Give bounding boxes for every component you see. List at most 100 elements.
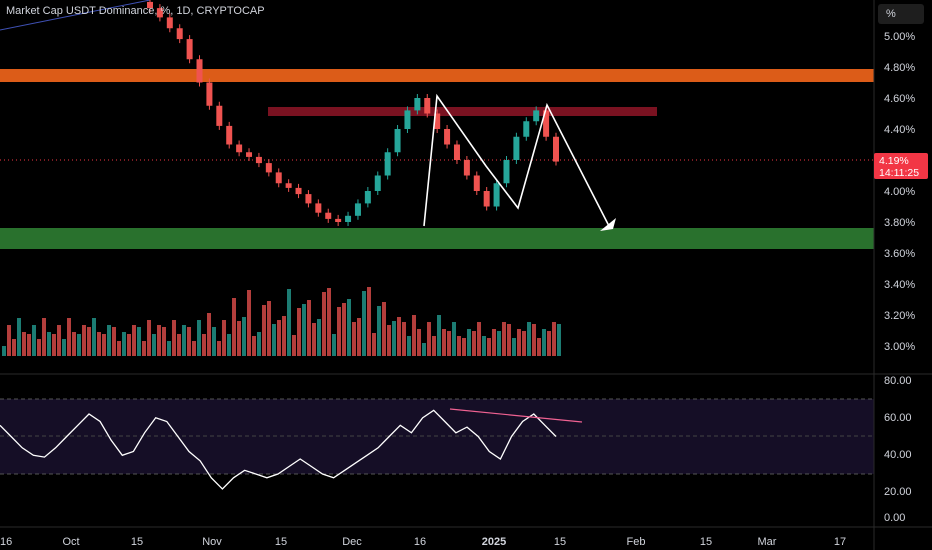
volume-bar [517, 329, 521, 356]
price-tick-label: 3.80% [884, 217, 915, 229]
candle-body [473, 175, 480, 191]
volume-bar [112, 327, 116, 356]
volume-bar [72, 332, 76, 356]
candle-body [394, 129, 401, 153]
candle-body [196, 59, 203, 83]
candle-body [226, 125, 233, 145]
candle-body [434, 113, 441, 129]
volume-bar [537, 338, 541, 356]
rsi-tick-label: 60.00 [884, 412, 912, 424]
candle-body [374, 175, 381, 191]
time-axis[interactable]: 16 Oct 15 Nov 15 Dec 16 2025 15 Feb 15 Mar 17 [0, 536, 846, 548]
volume-bar [12, 339, 16, 356]
volume-bar [217, 341, 221, 356]
support-zone [0, 228, 874, 249]
volume-bar [407, 336, 411, 356]
candle-body [265, 163, 272, 173]
candle-body [275, 172, 282, 184]
price-tick-label: 4.40% [884, 124, 915, 136]
volume-bar [387, 325, 391, 356]
volume-bar [367, 287, 371, 356]
time-tick-label: 15 [275, 536, 287, 548]
chart-title: Market Cap USDT Dominance, %, 1D, CRYPTO… [6, 5, 265, 17]
volume-bar [7, 325, 11, 356]
rsi-tick-label: 20.00 [884, 486, 912, 498]
volume-bar [427, 322, 431, 356]
volume-bar [67, 318, 71, 356]
price-axis[interactable]: 5.00%4.80%4.60%4.40%4.20%4.00%3.80%3.60%… [884, 31, 915, 353]
volume-bar [397, 317, 401, 356]
volume-bar [302, 304, 306, 356]
volume-bar [142, 341, 146, 356]
rsi-tick-label: 80.00 [884, 375, 912, 387]
volume-bar [62, 339, 66, 356]
time-tick-label: 16 [0, 536, 12, 548]
volume-bar [372, 333, 376, 356]
candle-body [236, 144, 243, 153]
price-tick-label: 3.20% [884, 310, 915, 322]
volume-bar [127, 334, 131, 356]
volume-bar [167, 341, 171, 356]
time-tick-label: Dec [342, 536, 362, 548]
candle-body [354, 203, 361, 216]
candle-body [295, 187, 302, 195]
volume-bar [172, 320, 176, 356]
volume-bar [307, 300, 311, 356]
volume-bar [102, 334, 106, 356]
volume-bar [412, 315, 416, 356]
volume-bar [487, 338, 491, 356]
candle-body [453, 144, 460, 160]
candle-body [493, 183, 500, 207]
volume-bar [267, 301, 271, 356]
candle-body [404, 110, 411, 129]
volume-bar [542, 329, 546, 356]
time-tick-label: Feb [627, 536, 646, 548]
last-price-badge: 4.19% 14:11:25 [874, 153, 928, 179]
candle-body [345, 215, 352, 222]
volume-bar [557, 324, 561, 356]
volume-bar [87, 327, 91, 356]
candle-body [384, 152, 391, 176]
volume-bar [512, 338, 516, 356]
volume-bar [97, 332, 101, 356]
volume-bar [2, 346, 6, 356]
volume-bar [192, 341, 196, 356]
trend-line [0, 0, 151, 31]
volume-bar [287, 289, 291, 356]
volume-bar [182, 325, 186, 356]
time-tick-label: 16 [414, 536, 426, 548]
candle-body [543, 110, 550, 137]
volume-bar [382, 302, 386, 356]
volume-bar [242, 317, 246, 356]
volume-bar [152, 334, 156, 356]
price-tick-label: 3.40% [884, 279, 915, 291]
candle-body [424, 98, 431, 114]
pattern-drawing[interactable] [423, 93, 611, 229]
volume-bar [497, 331, 501, 356]
volume-bar [432, 336, 436, 356]
arrow-head-icon [600, 218, 616, 231]
candle-body [315, 203, 322, 213]
volume-bar [222, 320, 226, 356]
volume-bar [207, 313, 211, 356]
volume-bar [162, 327, 166, 356]
time-tick-label: 17 [834, 536, 846, 548]
candle-body [463, 160, 470, 176]
volume-bar [532, 324, 536, 356]
volume-bar [482, 336, 486, 356]
volume-bar [417, 329, 421, 356]
percent-scale-button[interactable]: % [878, 4, 924, 24]
volume-bar [312, 323, 316, 356]
time-tick-label: 15 [131, 536, 143, 548]
candle-body [156, 8, 163, 18]
candle-body [414, 98, 421, 111]
candle-body [335, 218, 342, 222]
volume-bar [437, 315, 441, 356]
candle-body [206, 82, 213, 106]
volume-bar [282, 316, 286, 356]
rsi-axis[interactable]: 80.00 60.00 40.00 20.00 0.00 [884, 375, 912, 524]
volume-bar [457, 336, 461, 356]
time-tick-label: Nov [202, 536, 222, 548]
volume-bar [272, 324, 276, 356]
